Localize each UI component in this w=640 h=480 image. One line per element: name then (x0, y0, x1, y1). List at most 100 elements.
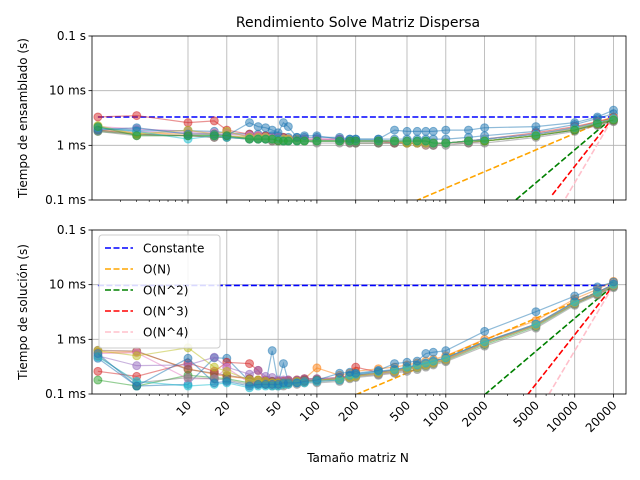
data-point (480, 136, 490, 146)
data-point (183, 381, 193, 391)
data-point (299, 376, 309, 386)
data-point (209, 362, 219, 372)
data-point (132, 361, 142, 371)
data-point (132, 123, 142, 133)
data-point (464, 125, 474, 135)
data-point (428, 126, 438, 136)
data-point (441, 138, 451, 148)
data-point (292, 136, 302, 146)
data-point (428, 138, 438, 148)
legend-label: O(N) (143, 263, 171, 277)
data-point (402, 136, 412, 146)
data-point (132, 111, 142, 121)
data-point (373, 365, 383, 375)
data-point (402, 357, 412, 367)
data-point (480, 326, 490, 336)
data-point (609, 105, 619, 115)
data-point (267, 346, 277, 356)
data-point (421, 126, 431, 136)
reference-line (515, 116, 615, 200)
x-ticks-top (120, 200, 614, 204)
data-point (253, 365, 263, 375)
data-point (480, 123, 490, 133)
assembly-time-panel: 0.1 ms 1 ms 10 ms 0.1 s Tiempo de ensamblad… (16, 29, 627, 207)
axes-frame-bottom (91, 229, 627, 395)
data-point (412, 136, 422, 146)
data-point (93, 112, 103, 122)
data-point (183, 353, 193, 363)
data-point (428, 347, 438, 357)
y-tick-label: 0.1 ms (45, 193, 86, 207)
legend: Constante O(N) O(N^2) O(N^3) O(N^4) (98, 234, 221, 349)
data-point (209, 352, 219, 362)
data-point (93, 122, 103, 132)
data-point (592, 282, 602, 292)
data-point (570, 118, 580, 128)
data-point (570, 125, 580, 135)
y-ticks-bottom: 0.1 ms 1 ms 10 ms 0.1 s (45, 223, 92, 401)
data-point (283, 378, 293, 388)
data-point (570, 291, 580, 301)
data-point (592, 119, 602, 129)
data-point (299, 136, 309, 146)
data-point (283, 122, 293, 132)
data-point (183, 373, 193, 383)
data-point (209, 378, 219, 388)
data-point (183, 118, 193, 128)
data-point (351, 368, 361, 378)
data-point (312, 375, 322, 385)
data-point (390, 136, 400, 146)
data-point (132, 131, 142, 141)
reference-line (415, 116, 614, 200)
data-point (531, 307, 541, 317)
data-point (531, 131, 541, 141)
reference-lines-top (97, 116, 615, 200)
data-point (283, 136, 293, 146)
data-point (531, 319, 541, 329)
y-tick-label: 10 ms (49, 84, 86, 98)
data-point (464, 136, 474, 146)
data-point (441, 125, 451, 135)
y-tick-label: 1 ms (57, 138, 86, 152)
data-point (244, 118, 254, 128)
reference-line (484, 284, 615, 394)
reference-line (527, 284, 615, 394)
data-point (278, 359, 288, 369)
data-point (132, 351, 142, 361)
data-point (480, 337, 490, 347)
y-ticks-top: 0.1 ms 1 ms 10 ms 0.1 s (45, 29, 92, 207)
data-point (441, 346, 451, 356)
data-point (209, 131, 219, 141)
data-point (292, 378, 302, 388)
data-point (244, 134, 254, 144)
data-point (183, 131, 193, 141)
y-tick-label: 0.1 ms (45, 387, 86, 401)
data-point (373, 136, 383, 146)
y-tick-label: 0.1 s (57, 223, 86, 237)
data-point (132, 381, 142, 391)
data-point (183, 365, 193, 375)
data-point (93, 366, 103, 376)
data-point (421, 136, 431, 146)
data-point (351, 136, 361, 146)
y-tick-label: 10 ms (49, 278, 86, 292)
data-point (531, 122, 541, 132)
data-point (412, 126, 422, 136)
data-point (273, 128, 283, 138)
reference-line (564, 116, 615, 199)
legend-label: O(N^2) (143, 284, 188, 298)
data-point (428, 356, 438, 366)
y-axis-label-bottom: Tiempo de solución (s) (16, 244, 30, 381)
data-point (253, 134, 263, 144)
data-point (390, 125, 400, 135)
data-point (335, 368, 345, 378)
legend-label: Constante (143, 242, 204, 256)
data-point (335, 136, 345, 146)
data-point (421, 358, 431, 368)
data-point (390, 359, 400, 369)
data-point (209, 116, 219, 126)
data-point (244, 381, 254, 391)
x-axis-label: Tamaño matriz N (306, 451, 409, 465)
